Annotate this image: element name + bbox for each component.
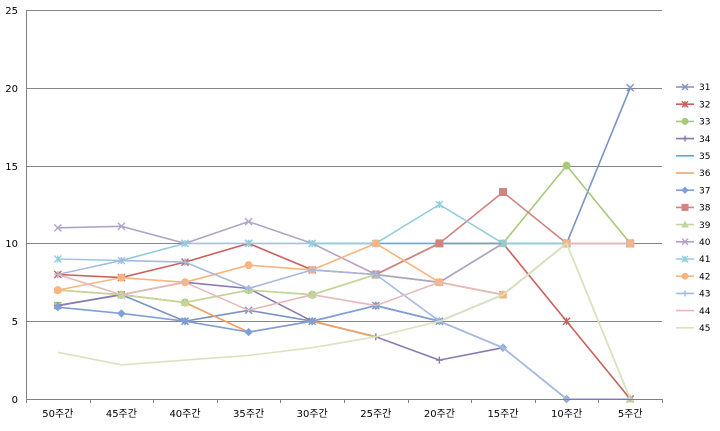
data-point bbox=[53, 223, 62, 232]
legend-label: 43 bbox=[699, 290, 710, 300]
data-point bbox=[180, 316, 190, 326]
data-point bbox=[681, 117, 689, 125]
series-line bbox=[57, 259, 631, 400]
legend-item: 37 bbox=[676, 186, 710, 196]
series-line bbox=[57, 203, 631, 262]
x-tick-label: 45주간 bbox=[106, 408, 137, 420]
legend-item: 35 bbox=[676, 152, 710, 162]
legend-item: 40 bbox=[676, 238, 711, 248]
y-tick-label: 10 bbox=[5, 239, 18, 250]
x-tick-label: 10주간 bbox=[551, 408, 582, 420]
y-tick-label: 5 bbox=[12, 317, 18, 328]
legend-item: 43 bbox=[676, 290, 710, 300]
x-tick-label: 40주간 bbox=[169, 408, 200, 420]
data-point bbox=[681, 238, 689, 246]
legend-label: 44 bbox=[699, 307, 711, 317]
y-tick-label: 15 bbox=[5, 162, 18, 173]
series-45 bbox=[57, 242, 631, 400]
legend-item: 33 bbox=[676, 118, 710, 128]
data-point bbox=[53, 286, 62, 295]
legend-item: 42 bbox=[676, 272, 710, 282]
legend-label: 34 bbox=[699, 135, 711, 145]
data-point bbox=[117, 222, 126, 231]
data-point bbox=[244, 261, 253, 270]
x-tick-label: 30주간 bbox=[297, 408, 328, 420]
x-tick-label: 25주간 bbox=[360, 408, 391, 420]
data-point bbox=[681, 272, 689, 280]
legend-label: 35 bbox=[699, 152, 710, 162]
data-point bbox=[681, 220, 689, 228]
legend-label: 42 bbox=[699, 272, 710, 282]
legend-item: 45 bbox=[676, 324, 710, 334]
x-tick-label: 20주간 bbox=[424, 408, 455, 420]
data-point bbox=[499, 188, 507, 197]
data-point bbox=[681, 186, 689, 194]
legend-label: 31 bbox=[699, 83, 710, 93]
legend-label: 45 bbox=[699, 324, 710, 334]
legend-item: 41 bbox=[676, 255, 710, 265]
legend-label: 33 bbox=[699, 118, 710, 128]
series-line bbox=[57, 242, 631, 400]
data-point bbox=[435, 239, 444, 248]
legend-label: 37 bbox=[699, 186, 710, 196]
legend-item: 36 bbox=[676, 169, 711, 179]
legend-label: 32 bbox=[699, 100, 710, 110]
data-point bbox=[244, 327, 253, 337]
legend-item: 44 bbox=[676, 307, 711, 317]
legend-label: 36 bbox=[699, 169, 711, 179]
data-point bbox=[53, 302, 63, 312]
data-point bbox=[117, 309, 126, 318]
legend-label: 41 bbox=[699, 255, 710, 265]
data-point bbox=[681, 83, 689, 91]
data-point bbox=[681, 203, 689, 211]
legend-item: 34 bbox=[676, 135, 711, 145]
y-tick-label: 20 bbox=[5, 84, 18, 95]
y-tick-label: 25 bbox=[5, 6, 18, 17]
x-tick-label: 50주간 bbox=[42, 408, 73, 420]
legend-item: 32 bbox=[676, 100, 710, 110]
data-point bbox=[371, 239, 380, 248]
data-point bbox=[244, 217, 253, 226]
x-tick-label: 35주간 bbox=[233, 408, 264, 420]
legend-item: 39 bbox=[676, 220, 711, 231]
legend-label: 39 bbox=[699, 221, 711, 231]
legend-item: 31 bbox=[676, 83, 710, 93]
legend-item: 38 bbox=[676, 204, 711, 214]
x-tick-label: 15주간 bbox=[487, 408, 518, 420]
x-tick-label: 5주간 bbox=[618, 408, 643, 420]
data-point bbox=[180, 297, 190, 306]
data-point bbox=[307, 316, 317, 326]
legend: 31 32 33 34 35 36 37 38 39 40 41 42 43 44 45 bbox=[676, 83, 711, 334]
y-axis-ticks: 0 5 10 15 20 25 bbox=[5, 6, 18, 406]
data-point bbox=[117, 273, 126, 282]
legend-label: 40 bbox=[699, 238, 711, 248]
data-point bbox=[626, 83, 635, 92]
legend-label: 38 bbox=[699, 204, 711, 214]
series-lines bbox=[53, 83, 635, 404]
x-axis-ticks: 50주간 45주간 40주간 35주간 30주간 25주간 20주간 15주간 10주간 5주간 bbox=[26, 399, 663, 420]
y-tick-label: 0 bbox=[12, 395, 18, 406]
data-point bbox=[562, 161, 571, 170]
